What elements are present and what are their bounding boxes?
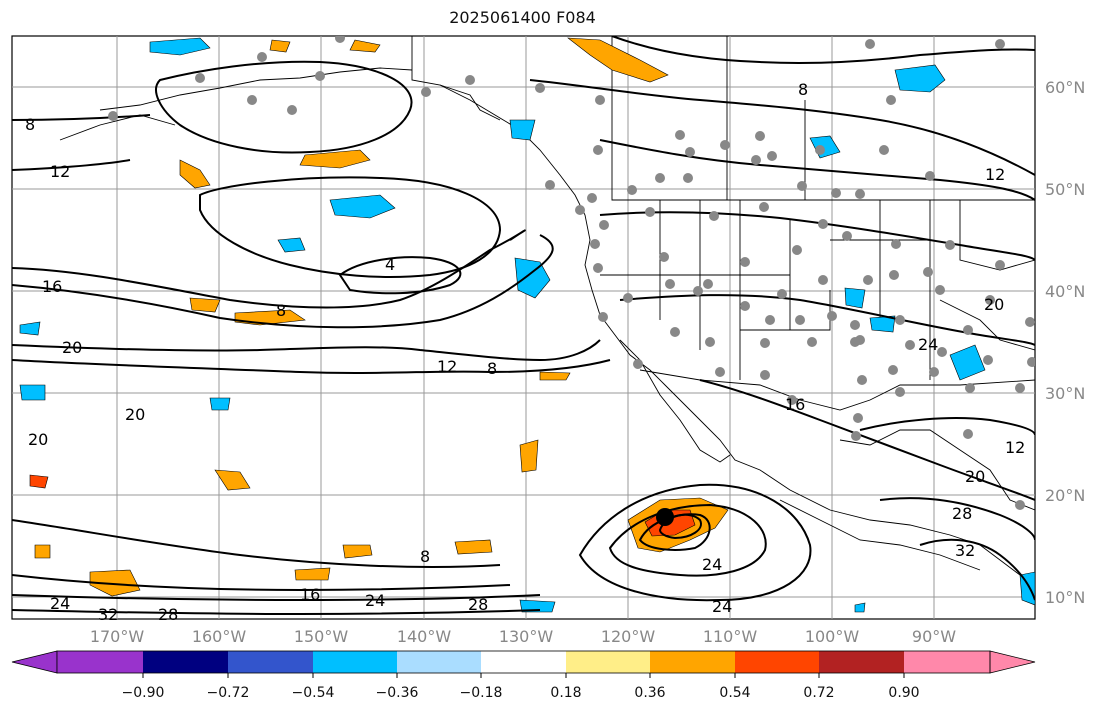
lat-label: 60°N [1045,78,1085,97]
latitude-labels: 60°N 50°N 40°N 30°N 20°N 10°N [1045,78,1085,607]
colorbar-low-extension [11,650,58,674]
lat-label: 10°N [1045,588,1085,607]
colorbar: −0.90 −0.72 −0.54 −0.36 −0.18 0.18 0.36 … [11,650,1036,701]
lat-label: 30°N [1045,384,1085,403]
colorbar-segment [397,651,481,673]
contour-label: 24 [712,597,732,616]
colorbar-tick-label: 0.90 [888,685,919,701]
contour-label: 32 [98,605,118,624]
contour-label: 16 [300,585,320,604]
contour-label: 24 [918,335,938,354]
colorbar-segment [904,651,990,673]
contour-label: 4 [385,255,395,274]
colorbar-tick-label: −0.36 [376,685,419,701]
map-title: 2025061400 F084 [449,8,596,27]
contour-label: 12 [1005,438,1025,457]
contour-label: 12 [437,357,457,376]
lon-label: 170°W [90,627,145,646]
colorbar-outline [56,650,991,674]
contour-label: 8 [25,115,35,134]
lon-label: 110°W [703,627,758,646]
contour-label: 28 [158,605,178,624]
contour-label: 28 [468,595,488,614]
contour-label: 28 [952,504,972,523]
colorbar-segment [143,651,228,673]
colorbar-tick-label: −0.18 [460,685,503,701]
lon-label: 130°W [499,627,554,646]
contour-label: 16 [42,277,62,296]
colorbar-segment [819,651,904,673]
contour-label: 20 [28,430,48,449]
colorbar-segment [228,651,313,673]
colorbar-tick-label: 0.72 [803,685,834,701]
colorbar-segment [57,651,143,673]
colorbar-segment [735,651,819,673]
colorbar-high-extension [989,650,1036,674]
contour-label: 24 [702,555,722,574]
lon-label: 120°W [601,627,656,646]
colorbar-segment [650,651,735,673]
colorbar-segment [566,651,650,673]
contour-label: 8 [420,547,430,566]
station-dots [108,36,1035,510]
lon-label: 100°W [805,627,860,646]
grid-lines [12,36,1035,619]
colorbar-tick-label: 0.36 [634,685,665,701]
contour-label: 16 [785,395,805,414]
colorbar-tick-label: −0.54 [292,685,335,701]
lat-label: 20°N [1045,486,1085,505]
colorbar-tick-label: 0.54 [719,685,750,701]
lon-label: 150°W [294,627,349,646]
contour-label: 8 [276,301,286,320]
contour-label: 20 [984,295,1004,314]
contour-label: 8 [487,359,497,378]
lon-label: 90°W [912,627,956,646]
contour-label: 20 [125,405,145,424]
lon-label: 140°W [397,627,452,646]
storm-center-marker [656,508,674,526]
contour-label: 24 [50,594,70,613]
lat-label: 40°N [1045,282,1085,301]
contour-labels: 8 8 12 12 16 20 20 20 4 8 12 8 24 24 24 … [25,80,1025,624]
lat-label: 50°N [1045,180,1085,199]
contour-label: 32 [955,541,975,560]
contour-label: 24 [365,591,385,610]
colorbar-tick-label: −0.72 [207,685,250,701]
colorbar-segment [481,651,566,673]
colorbar-tick-label: 0.18 [550,685,581,701]
contour-label: 20 [62,338,82,357]
lon-label: 160°W [192,627,247,646]
contour-label: 12 [50,162,70,181]
longitude-labels: 170°W 160°W 150°W 140°W 130°W 120°W 110°… [90,627,956,646]
contour-label: 20 [965,467,985,486]
colorbar-segment [313,651,397,673]
contour-label: 12 [985,165,1005,184]
contour-label: 8 [798,80,808,99]
colorbar-tick-label: −0.90 [122,685,165,701]
map-frame [11,35,1036,620]
